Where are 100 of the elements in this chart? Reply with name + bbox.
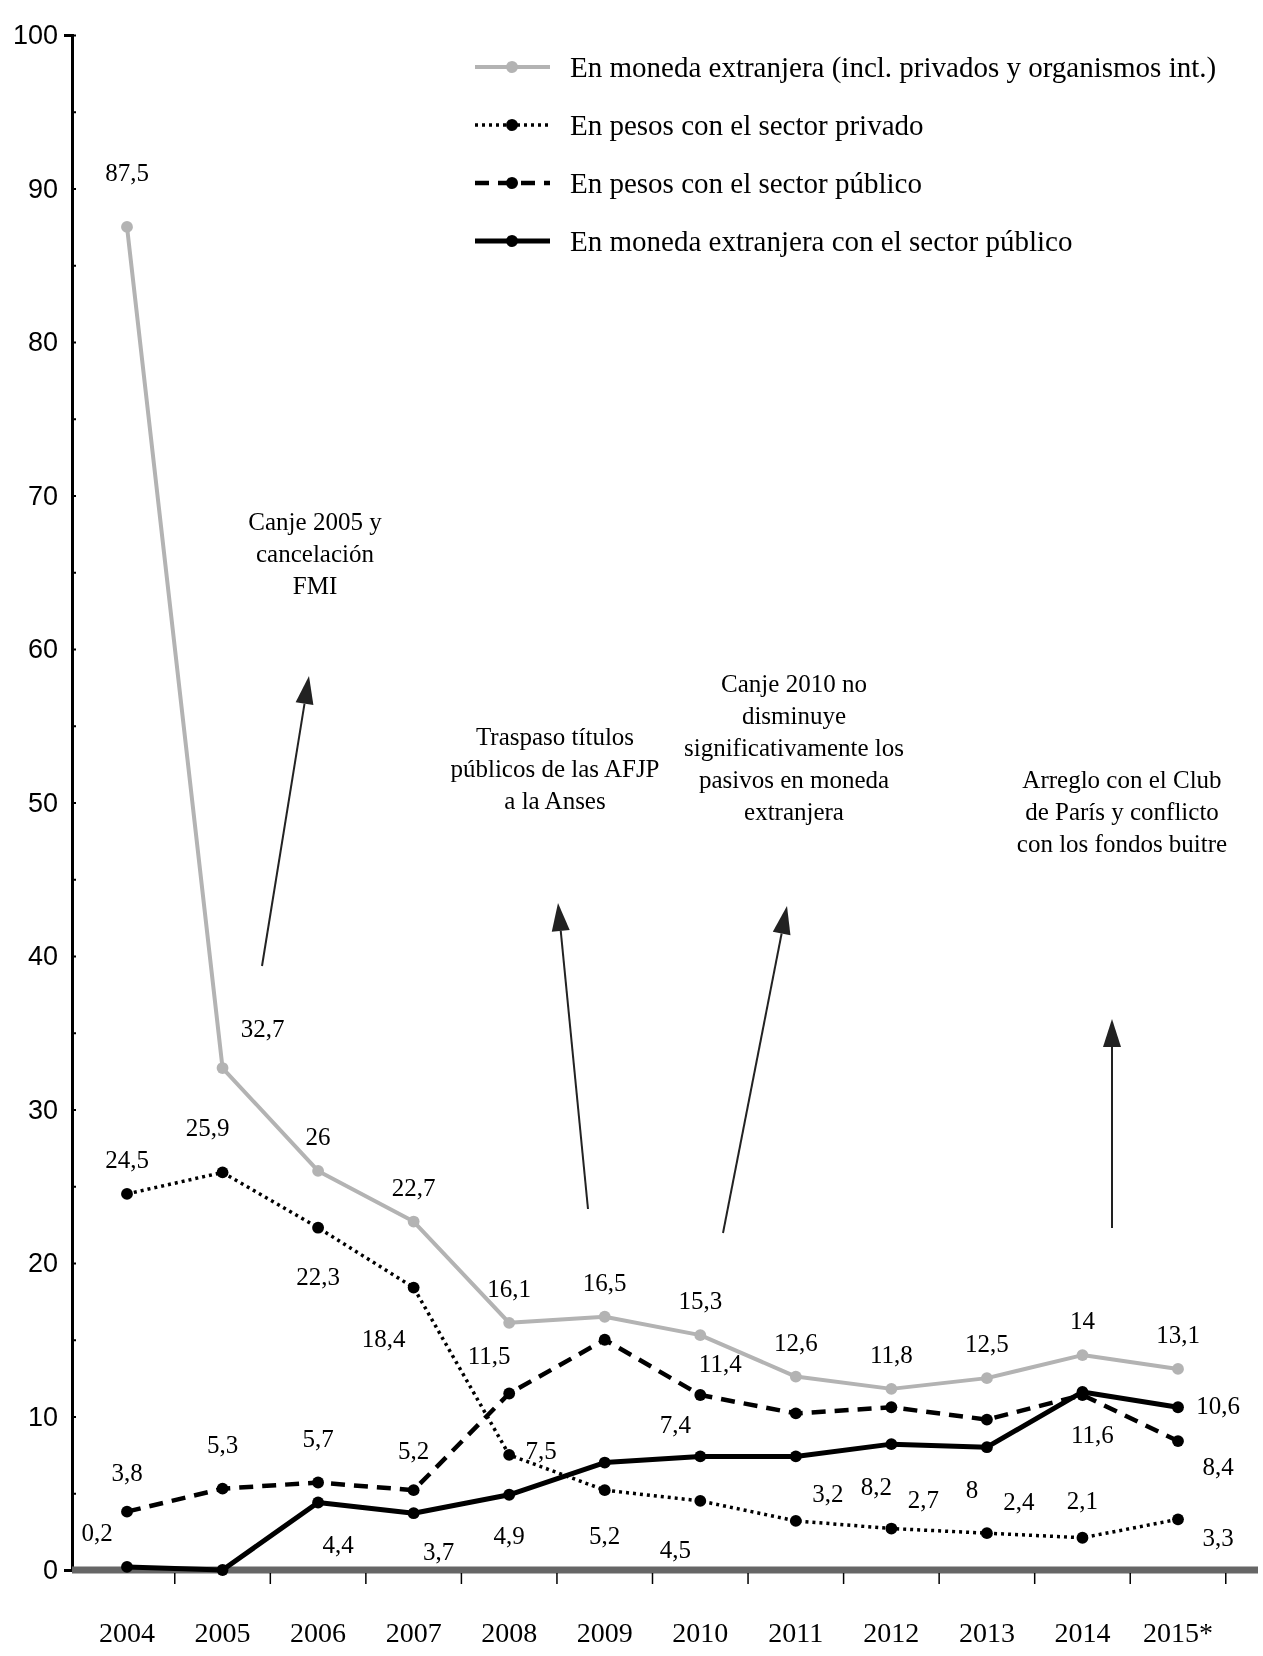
point — [980, 1372, 993, 1385]
data-label: 2,4 — [1003, 1488, 1036, 1516]
point — [216, 1564, 229, 1576]
y-tick-label: 50 — [27, 787, 58, 818]
annotation: Canje 2005 y cancelación FMI — [248, 508, 383, 599]
point — [1172, 1435, 1184, 1447]
point — [885, 1522, 898, 1535]
data-label: 8 — [965, 1476, 979, 1504]
annotation: Traspaso títulos públicos de las AFJP a la Anses — [450, 723, 660, 814]
point — [312, 1496, 325, 1509]
data-label: 10,6 — [1196, 1392, 1240, 1420]
y-tick-label: 90 — [27, 173, 58, 204]
data-label: 5,3 — [206, 1430, 239, 1458]
point — [312, 1476, 325, 1489]
y-tick-label: 0 — [42, 1555, 58, 1586]
annotation: Canje 2010 no disminuye significativamente los pasivos en moneda extranjera — [683, 670, 905, 825]
data-label: 5,2 — [398, 1437, 430, 1465]
point — [694, 1450, 707, 1463]
data-label: 11,8 — [869, 1340, 913, 1368]
point — [121, 1188, 133, 1200]
data-label: 12,6 — [773, 1328, 818, 1356]
y-tick-label: 40 — [27, 941, 58, 972]
y-tick-label: 60 — [27, 634, 58, 665]
point — [121, 1505, 133, 1518]
data-label: 2,1 — [1066, 1486, 1099, 1514]
y-tick-label: 20 — [27, 1248, 58, 1279]
point — [694, 1329, 707, 1342]
x-tick-label: 2008 — [481, 1617, 538, 1648]
point — [789, 1514, 802, 1527]
point — [407, 1281, 420, 1294]
data-label: 22,3 — [296, 1262, 340, 1290]
point — [216, 1166, 229, 1179]
data-label: 4,4 — [322, 1531, 355, 1559]
legend-label: En pesos con el sector público — [570, 167, 922, 199]
point — [1172, 1513, 1184, 1526]
point — [598, 1310, 611, 1323]
legend-label: En moneda extranjera con el sector público — [570, 225, 1073, 257]
point — [407, 1484, 420, 1497]
point — [694, 1495, 707, 1507]
data-label: 7,5 — [525, 1436, 557, 1464]
x-tick-label: 2006 — [290, 1617, 347, 1648]
point — [885, 1438, 898, 1451]
point — [312, 1221, 325, 1234]
data-label: 2,7 — [907, 1485, 939, 1513]
data-label: 87,5 — [105, 158, 149, 186]
point — [980, 1413, 993, 1426]
point — [1172, 1363, 1184, 1375]
point — [980, 1527, 993, 1540]
x-tick-label: 2011 — [768, 1617, 824, 1648]
point — [121, 1561, 133, 1573]
point — [980, 1441, 993, 1454]
data-label: 3,8 — [111, 1458, 143, 1486]
annotation: Arreglo con el Club de París y conflicto con los fondos buitre — [1016, 766, 1228, 857]
data-label: 5,7 — [302, 1424, 334, 1452]
y-tick-label: 30 — [27, 1094, 58, 1125]
x-tick-label: 2014 — [1054, 1617, 1111, 1648]
point — [789, 1407, 802, 1420]
x-tick-label: 2007 — [385, 1617, 442, 1648]
point — [1076, 1531, 1089, 1544]
data-label: 4,5 — [659, 1535, 691, 1563]
point — [407, 1507, 420, 1520]
point — [407, 1215, 420, 1228]
point — [503, 1448, 516, 1461]
data-label: 15,3 — [678, 1287, 723, 1315]
data-label: 0,2 — [81, 1518, 113, 1546]
point — [216, 1482, 229, 1495]
data-label: 14 — [1069, 1307, 1096, 1335]
data-label: 11,5 — [467, 1342, 511, 1370]
point — [503, 1316, 516, 1329]
point — [885, 1401, 898, 1414]
point — [598, 1333, 611, 1346]
point — [503, 1387, 516, 1400]
y-tick-label: 70 — [27, 480, 58, 511]
x-tick-label: 2009 — [576, 1617, 633, 1648]
y-tick-label: 80 — [27, 327, 58, 358]
data-label: 22,7 — [391, 1173, 436, 1201]
data-label: 3,2 — [812, 1479, 844, 1507]
point — [1076, 1349, 1089, 1362]
point — [598, 1484, 611, 1497]
data-label: 25,9 — [185, 1114, 230, 1142]
point — [789, 1450, 802, 1463]
point — [503, 1488, 516, 1501]
x-tick-label: 2012 — [863, 1617, 920, 1648]
data-label: 8,4 — [1202, 1453, 1235, 1481]
x-tick-label: 2010 — [672, 1617, 729, 1648]
point — [121, 220, 133, 233]
data-label: 32,7 — [240, 1015, 285, 1043]
x-tick-label: 2015* — [1143, 1617, 1213, 1648]
legend-label: En pesos con el sector privado — [570, 109, 924, 141]
data-label: 3,3 — [1202, 1524, 1234, 1552]
data-label: 26 — [305, 1122, 331, 1150]
data-label: 5,2 — [589, 1522, 621, 1550]
y-tick-label: 10 — [27, 1401, 58, 1432]
legend-label: En moneda extranjera (incl. privados y organismos int.) — [570, 51, 1217, 84]
data-label: 16,5 — [582, 1268, 627, 1296]
point — [694, 1389, 707, 1401]
x-tick-label: 2005 — [194, 1617, 251, 1648]
data-label: 11,4 — [698, 1350, 743, 1378]
point — [1172, 1401, 1184, 1414]
point — [312, 1164, 325, 1177]
